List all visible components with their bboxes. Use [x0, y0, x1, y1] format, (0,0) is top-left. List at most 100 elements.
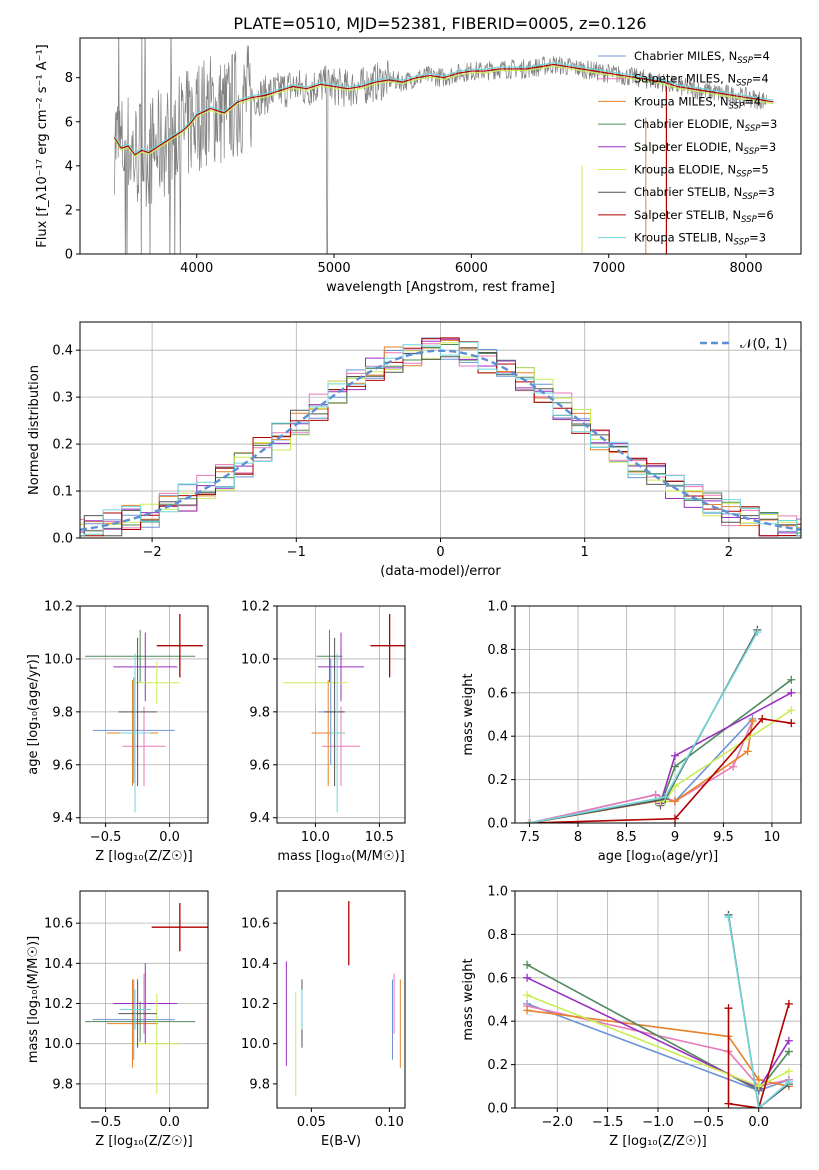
y-tick-label: 9.8 — [52, 1077, 73, 1092]
y-tick-label: 0.6 — [487, 971, 508, 986]
plot-area — [85, 613, 203, 813]
gaussian-reference-curve — [80, 349, 801, 531]
y-axis-label: mass weight — [461, 673, 476, 755]
plot-age_vs_Z: −0.5 0.0 9.4 9.6 9.8 10.0 10.2 Z [log₁₀(Z/Z☉)] a… — [26, 600, 209, 864]
y-axis-label: Normed distribution — [27, 365, 42, 495]
plot-mass_vs_ebv: 0.05 0.10 9.8 10.0 10.2 10.4 10.6 E(B-V) — [241, 890, 406, 1149]
legend-subscript: SSP — [736, 170, 752, 180]
weight-point-marker — [670, 797, 679, 806]
axes-frame — [276, 890, 406, 1109]
legend-subscript: SSP — [741, 215, 757, 225]
axes-frame — [79, 321, 802, 539]
legend-value: =4 — [744, 94, 761, 108]
legend-value: =3 — [759, 140, 776, 154]
y-tick-label: 9.4 — [249, 811, 270, 826]
y-tick-label: 10.0 — [241, 652, 270, 667]
y-axis-label: age [log₁₀(age/yr)] — [26, 654, 41, 775]
x-tick-label: 7000 — [592, 261, 625, 276]
plot-spectrum: 4000 5000 6000 7000 8000 0 2 4 6 8 wavelength [Ang… — [35, 37, 802, 295]
axes-frame — [514, 890, 802, 1109]
y-tick-label: 10.0 — [44, 652, 73, 667]
x-tick-label: 5000 — [318, 261, 351, 276]
weight-point-marker — [754, 1104, 763, 1108]
x-tick-label: 8.5 — [616, 830, 637, 845]
x-tick-label: 2 — [725, 545, 733, 560]
y-tick-label: 0.4 — [487, 730, 508, 745]
legend-value: =4 — [753, 49, 770, 63]
y-tick-label: 9.8 — [52, 705, 73, 720]
y-tick-label: 0.4 — [487, 1015, 508, 1030]
data-spectrum-line — [113, 38, 767, 254]
x-tick-label: 10.5 — [365, 830, 394, 845]
y-axis-label: Flux [f_λ10⁻¹⁷ erg cm⁻² s⁻¹ A⁻¹] — [35, 44, 50, 248]
y-tick-label: 0.8 — [487, 928, 508, 943]
weight-point-marker — [753, 628, 762, 637]
x-tick-label: 0 — [436, 545, 444, 560]
x-tick-label: 0.0 — [748, 1115, 769, 1130]
legend-entry: Chabrier STELIB, NSSP=3 — [634, 185, 775, 202]
legend-value: =4 — [752, 72, 769, 86]
y-tick-label: 10.4 — [241, 957, 270, 972]
legend-subscript: SSP — [734, 238, 750, 248]
weight-point-marker — [670, 814, 679, 823]
y-tick-label: 9.6 — [249, 758, 270, 773]
legend-entry: Chabrier MILES, NSSP=4 — [634, 49, 770, 66]
weight-series-line — [526, 1009, 790, 1088]
y-axis-label: mass weight — [461, 958, 476, 1040]
plot-mass_vs_Z: −0.5 0.0 9.8 10.0 10.2 10.4 10.6 Z [log₁₀(Z/Z☉)… — [26, 890, 209, 1149]
y-tick-label: 10.2 — [44, 600, 73, 615]
legend-label: Chabrier STELIB, N — [634, 185, 742, 199]
weight-point-marker — [784, 999, 793, 1008]
y-tick-label: 0.2 — [487, 773, 508, 788]
x-axis-label: mass [log₁₀(M/M☉)] — [277, 849, 404, 864]
y-tick-label: 6 — [65, 115, 73, 130]
model-spectrum-line — [113, 63, 774, 156]
axes-frame — [79, 605, 209, 824]
legend-entry: Kroupa MILES, NSSP=4 — [634, 94, 761, 111]
axes-frame — [514, 605, 802, 824]
weight-point-marker — [743, 747, 752, 756]
y-tick-label: 10.0 — [241, 1037, 270, 1052]
weight-point-marker — [787, 719, 796, 728]
y-tick-label: 10.2 — [44, 997, 73, 1012]
legend-subscript: SSP — [736, 79, 752, 89]
plot-area — [285, 901, 401, 1096]
legend-entry: 𝒩(0, 1) — [740, 337, 787, 352]
x-tick-label: 7.5 — [519, 830, 540, 845]
legend-label: Chabrier ELODIE, N — [634, 117, 745, 131]
model-spectrum-line — [113, 65, 774, 158]
plot-residuals: −2 −1 0 1 2 0.0 0.1 0.2 0.3 0.4 (data-model)/error… — [27, 321, 802, 579]
x-tick-label: 0.10 — [375, 1115, 404, 1130]
legend-entry: Salpeter ELODIE, NSSP=3 — [634, 140, 776, 157]
weight-point-marker — [784, 1077, 793, 1086]
y-tick-label: 0.4 — [52, 344, 73, 359]
weight-point-marker — [729, 762, 738, 771]
weight-point-marker — [784, 1047, 793, 1056]
x-tick-label: 10.0 — [301, 830, 330, 845]
legend-entry: Chabrier ELODIE, NSSP=3 — [634, 117, 777, 134]
axes-frame — [276, 605, 406, 824]
legend-subscript: SSP — [742, 192, 758, 202]
plot-area — [283, 613, 405, 813]
weight-point-marker — [724, 913, 733, 922]
x-tick-label: −1.5 — [592, 1115, 624, 1130]
plot-weight_vs_age: 7.5 8 8.5 9 9.5 10 0.0 0.2 0.4 0.6 0.8 1.0 age [log₁… — [461, 600, 802, 864]
y-tick-label: 10.6 — [44, 917, 73, 932]
y-tick-label: 4 — [65, 159, 73, 174]
legend-entry: Kroupa ELODIE, NSSP=5 — [634, 163, 769, 180]
plot-weight_vs_Z: −2.0 −1.5 −1.0 −0.5 0.0 0.0 0.2 0.4 0.6 0.8 1.0 Z [… — [461, 885, 802, 1149]
weight-point-marker — [523, 1006, 532, 1015]
x-tick-label: 0.0 — [159, 1115, 180, 1130]
y-tick-label: 0.6 — [487, 686, 508, 701]
legend-label: Salpeter STELIB, N — [634, 208, 741, 222]
x-tick-label: 9.5 — [713, 830, 734, 845]
x-tick-label: 9 — [671, 830, 679, 845]
weight-point-marker — [523, 960, 532, 969]
x-axis-label: Z [log₁₀(Z/Z☉)] — [95, 1134, 192, 1149]
y-tick-label: 8 — [65, 71, 73, 86]
x-tick-label: 8 — [574, 830, 582, 845]
y-tick-label: 1.0 — [487, 600, 508, 615]
weight-point-marker — [724, 1099, 733, 1108]
weight-point-marker — [523, 991, 532, 1000]
x-tick-label: 0.0 — [159, 830, 180, 845]
